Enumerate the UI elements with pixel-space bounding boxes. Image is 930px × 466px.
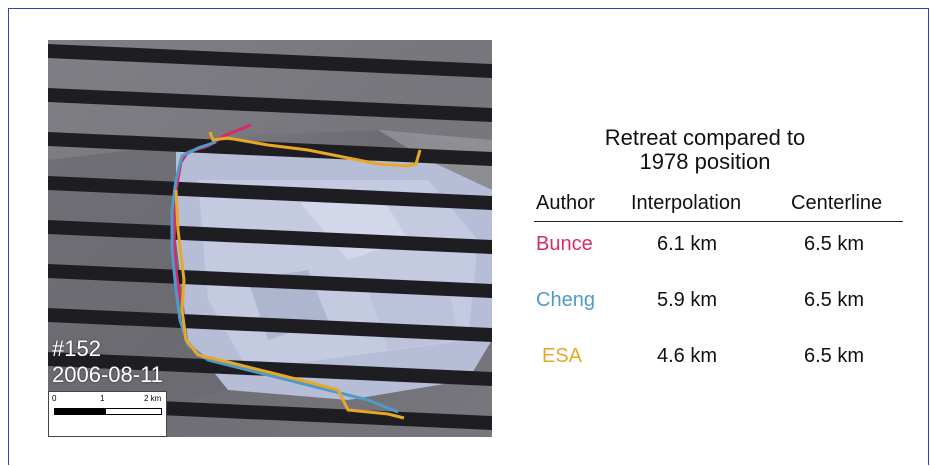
- scale-tick-2: 2 km: [144, 394, 162, 403]
- table-title-line2: 1978 position: [639, 149, 771, 174]
- row-bunce-interpolation: 6.1 km: [657, 233, 718, 255]
- satellite-map: #152 2006-08-11 0 1 2 km: [48, 40, 492, 437]
- header-author: Author: [536, 192, 595, 214]
- cheng-front-line: [170, 140, 399, 414]
- row-esa-centerline: 6.5 km: [804, 345, 865, 367]
- header-interpolation: Interpolation: [631, 192, 742, 214]
- satellite-image: [48, 40, 492, 437]
- image-date-label: 2006-08-11: [52, 362, 163, 387]
- scale-segment-white: [105, 408, 162, 415]
- esa-front-line-lower: [174, 189, 405, 420]
- row-esa-interpolation: 4.6 km: [657, 345, 718, 367]
- row-bunce-centerline: 6.5 km: [804, 233, 865, 255]
- scale-tick-1: 1: [100, 394, 105, 403]
- header-centerline: Centerline: [791, 192, 883, 214]
- row-cheng-interpolation: 5.9 km: [657, 289, 718, 311]
- scale-bar: 0 1 2 km: [48, 391, 167, 437]
- header-rule: [534, 221, 903, 222]
- row-esa-author: ESA: [542, 345, 583, 367]
- table-title-line1: Retreat compared to: [604, 125, 806, 150]
- esa-front-line: [208, 131, 422, 168]
- row-bunce-author: Bunce: [536, 233, 593, 255]
- scale-segment-black: [54, 408, 106, 415]
- figure-frame: [8, 8, 929, 465]
- image-id-label: #152: [52, 336, 101, 361]
- row-cheng-centerline: 6.5 km: [804, 289, 865, 311]
- scale-tick-0: 0: [52, 394, 57, 403]
- row-cheng-author: Cheng: [536, 289, 595, 311]
